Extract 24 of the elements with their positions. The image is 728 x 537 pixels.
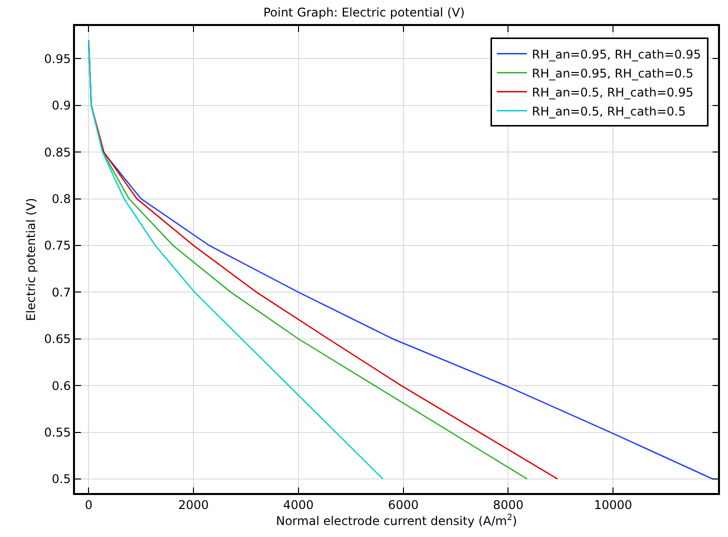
y-tick-label: 0.95 bbox=[44, 52, 71, 66]
y-tick-label: 0.9 bbox=[52, 98, 71, 113]
y-tick-label: 0.55 bbox=[44, 425, 71, 440]
y-tick-label: 0.8 bbox=[52, 192, 71, 206]
x-tick-label: 2000 bbox=[178, 498, 209, 512]
y-tick-label: 0.5 bbox=[52, 472, 71, 486]
y-tick-label: 0.85 bbox=[44, 145, 71, 160]
legend-label: RH_an=0.95, RH_cath=0.5 bbox=[532, 66, 694, 80]
y-tick-label: 0.6 bbox=[52, 378, 71, 393]
x-tick-label: 6000 bbox=[388, 498, 419, 512]
legend-label: RH_an=0.5, RH_cath=0.95 bbox=[532, 85, 694, 100]
y-tick-label: 0.7 bbox=[52, 285, 71, 300]
chart-title: Point Graph: Electric potential (V) bbox=[263, 5, 465, 20]
y-tick-label: 0.65 bbox=[44, 332, 71, 346]
y-axis-title: Electric potential (V) bbox=[24, 198, 38, 322]
x-tick-label: 8000 bbox=[492, 498, 524, 512]
x-tick-label: 4000 bbox=[283, 498, 314, 512]
line-series bbox=[88, 39, 384, 480]
y-tick-label: 0.75 bbox=[44, 238, 71, 253]
legend-label: RH_an=0.5, RH_cath=0.5 bbox=[532, 104, 686, 118]
x-axis-title: Normal electrode current density (A/m$^{2}$) bbox=[276, 512, 518, 528]
x-tick-label: 0 bbox=[84, 498, 92, 512]
legend-label: RH_an=0.95, RH_cath=0.95 bbox=[532, 47, 701, 62]
x-tick-label: 10000 bbox=[594, 498, 632, 512]
